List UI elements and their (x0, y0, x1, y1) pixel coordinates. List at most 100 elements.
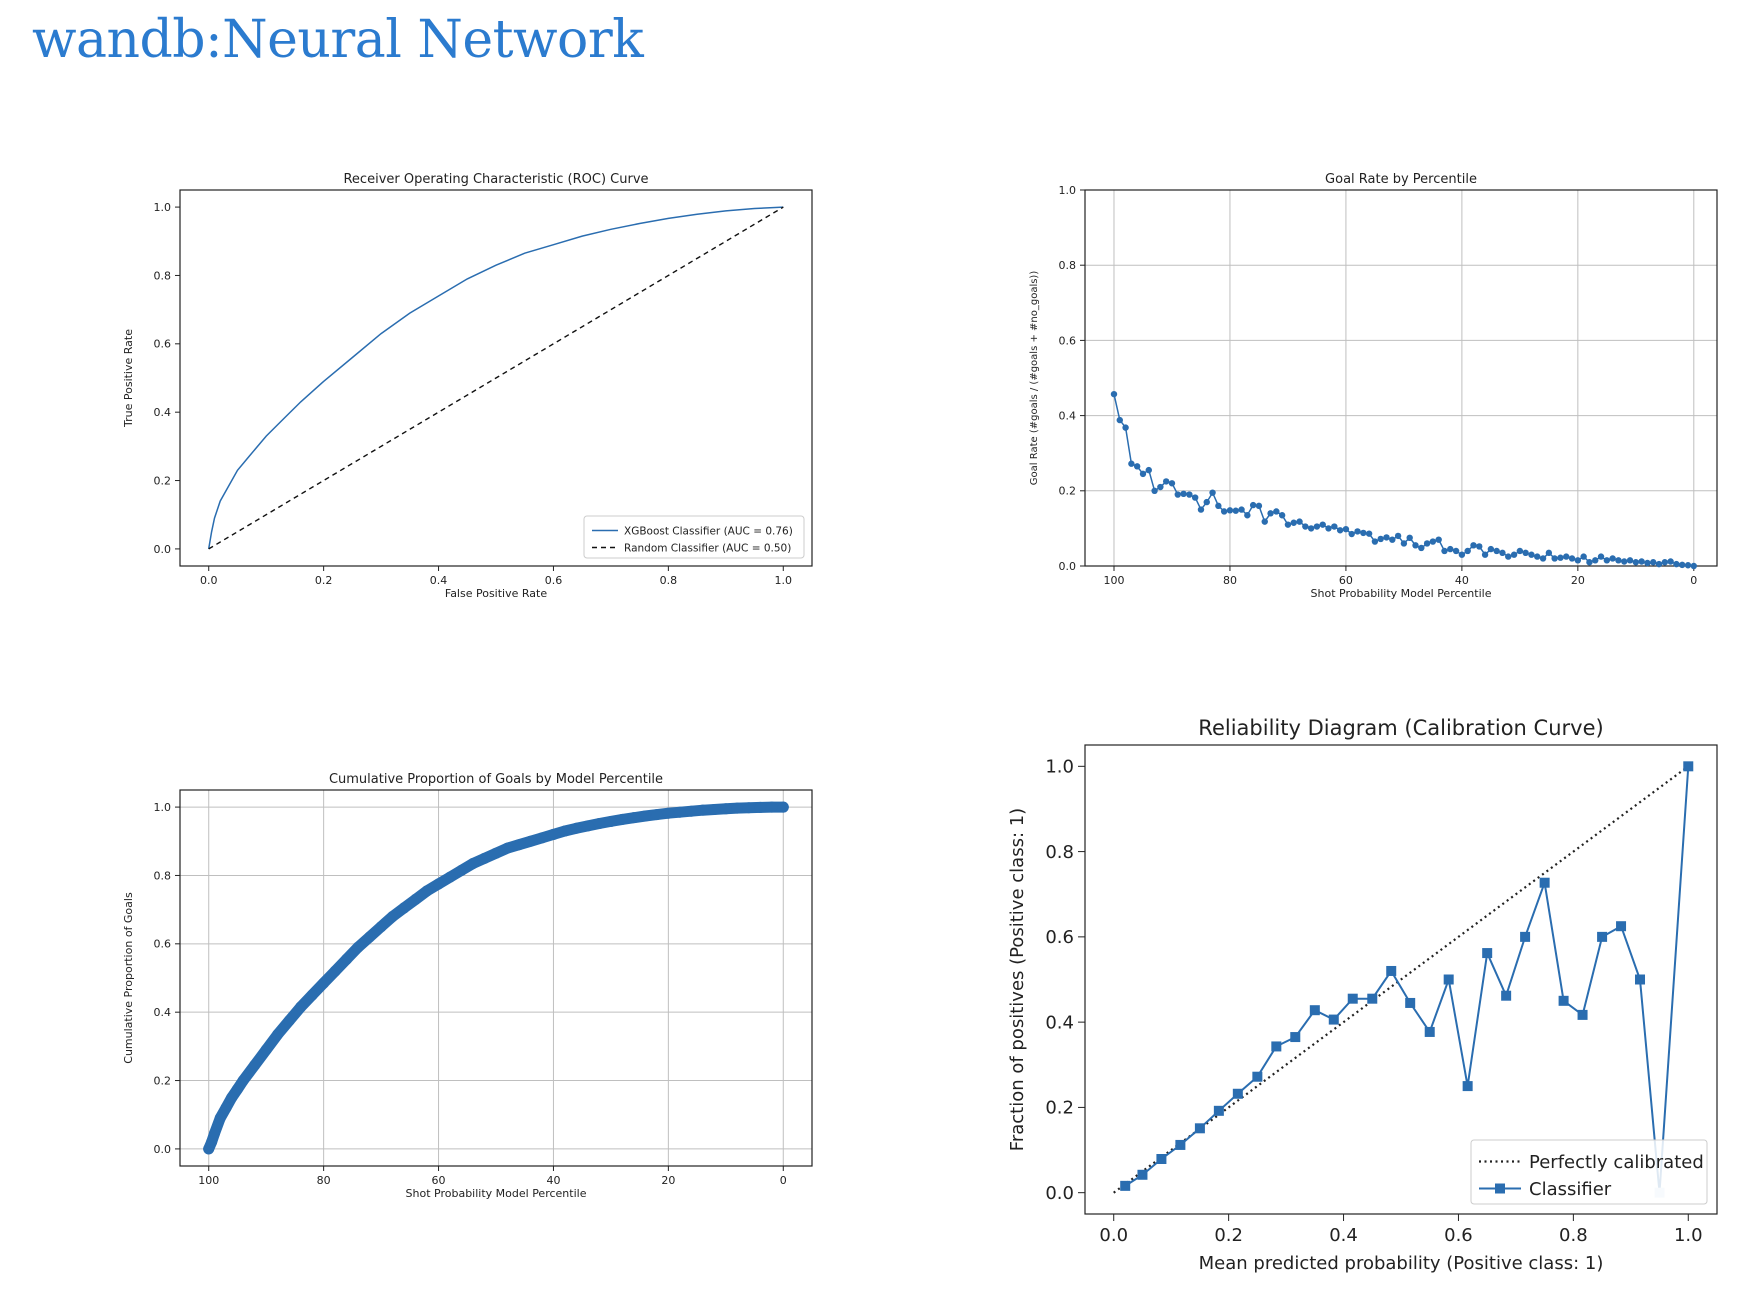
data-point (1520, 931, 1531, 942)
data-point (306, 989, 318, 1001)
data-point (1325, 525, 1332, 532)
data-point (766, 801, 778, 813)
data-point (1290, 1032, 1301, 1043)
data-point (1203, 498, 1210, 506)
data-point (1365, 530, 1373, 537)
data-point (226, 1092, 238, 1104)
data-point (1296, 518, 1303, 525)
y-tick-label: 0.8 (154, 869, 172, 882)
data-point (536, 832, 548, 844)
data-point (743, 802, 755, 814)
data-point (410, 893, 422, 905)
data-point (206, 1136, 218, 1148)
data-point (387, 910, 399, 922)
data-point (1213, 1105, 1224, 1116)
y-tick-label: 0.4 (1059, 409, 1077, 422)
data-point (1377, 535, 1384, 543)
data-point (260, 1044, 272, 1056)
data-point (1194, 1123, 1205, 1134)
data-point (1302, 523, 1309, 530)
x-tick-label: 0.2 (1214, 1225, 1243, 1246)
y-tick-label: 0.4 (154, 406, 172, 419)
data-point (1470, 542, 1477, 549)
data-point (1499, 549, 1506, 557)
chart-title: Goal Rate by Percentile (1325, 172, 1477, 187)
data-point (1443, 974, 1454, 985)
plot-frame (1084, 744, 1718, 1215)
data-point (1122, 424, 1129, 431)
data-point (1367, 993, 1378, 1004)
data-point (1290, 519, 1297, 526)
y-tick-label: 0.8 (154, 269, 172, 282)
data-point (1528, 551, 1535, 558)
data-point (1644, 559, 1651, 567)
series-0 (1113, 765, 1689, 1194)
y-tick-label: 0.0 (1059, 560, 1077, 573)
data-point (1487, 545, 1495, 553)
data-point (1406, 534, 1413, 541)
data-point (1574, 557, 1582, 564)
series-line (207, 206, 784, 550)
series-0 (203, 801, 789, 1155)
data-point (1568, 555, 1576, 562)
series-0 (1110, 390, 1698, 570)
data-point (593, 817, 605, 829)
data-point (1429, 538, 1437, 545)
data-point (1386, 965, 1397, 976)
data-point (1271, 1041, 1282, 1052)
cumulative-chart: 100 80 60 40 20 0 0.0 0.2 0.4 0.6 0.8 1.0 Cumulative… (122, 772, 813, 1200)
data-point (1307, 525, 1315, 532)
data-point (1215, 502, 1222, 510)
x-tick-label: 0.0 (1099, 1225, 1128, 1246)
series-1 (1120, 761, 1694, 1198)
data-point (1551, 555, 1558, 562)
data-point (1383, 534, 1390, 541)
data-point (1284, 521, 1292, 528)
y-tick-label: 0.4 (154, 1006, 172, 1019)
data-point (1405, 997, 1416, 1008)
x-tick-label: 40 (1455, 574, 1469, 587)
data-point (329, 965, 341, 977)
legend-label: Classifier (1529, 1179, 1612, 1200)
x-tick-label: 0 (1690, 574, 1697, 587)
data-point (1684, 562, 1692, 569)
data-point (1615, 557, 1622, 564)
x-tick-label: 100 (198, 1174, 219, 1187)
data-point (1683, 761, 1694, 772)
data-point (1197, 506, 1205, 513)
data-point (1690, 562, 1698, 570)
data-point (237, 1075, 249, 1087)
series-0 (207, 206, 784, 550)
data-point (1539, 877, 1550, 888)
data-point (1360, 529, 1367, 537)
data-point (1638, 558, 1645, 565)
data-point (1482, 948, 1493, 959)
data-point (1616, 921, 1627, 932)
data-point (1418, 544, 1425, 552)
y-tick-label: 0.0 (154, 1143, 172, 1156)
data-point (1162, 478, 1170, 485)
y-tick-label: 1.0 (1045, 757, 1074, 778)
data-point (1621, 558, 1628, 565)
data-point (1120, 1180, 1131, 1191)
data-point (1577, 1009, 1588, 1020)
data-point (1534, 553, 1541, 560)
x-tick-label: 0.8 (660, 574, 678, 587)
data-point (1157, 483, 1164, 491)
data-point (421, 885, 433, 897)
data-point (1347, 993, 1358, 1004)
data-point (513, 839, 525, 851)
data-point (1493, 547, 1500, 555)
data-point (1261, 518, 1268, 525)
x-axis-label: Mean predicted probability (Positive cla… (1199, 1253, 1604, 1274)
data-point (731, 802, 743, 814)
x-axis-label: False Positive Rate (445, 587, 547, 600)
x-tick-label: 1.0 (1674, 1225, 1703, 1246)
data-point (651, 809, 663, 821)
data-point (1267, 510, 1274, 517)
x-tick-label: 0.2 (315, 574, 333, 587)
data-point (1501, 990, 1512, 1001)
data-point (605, 815, 617, 827)
x-tick-label: 1.0 (775, 574, 793, 587)
